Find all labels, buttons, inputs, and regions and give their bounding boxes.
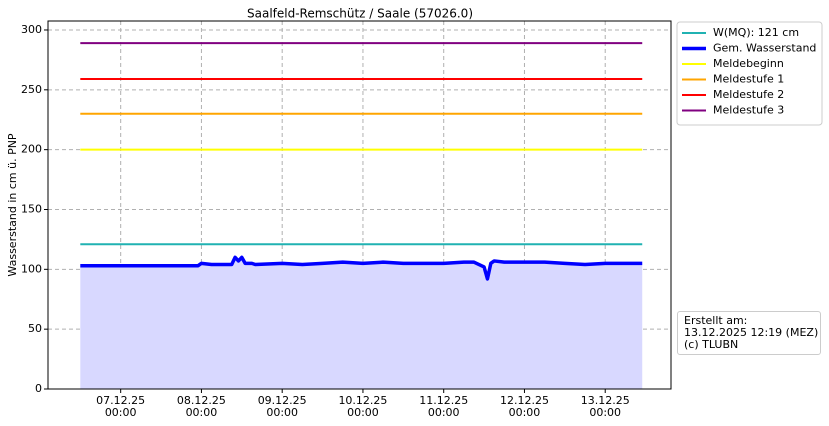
y-tick-label: 300	[21, 23, 42, 36]
y-tick-label: 250	[21, 83, 42, 96]
y-tick-label: 100	[21, 262, 42, 275]
y-tick-label: 50	[28, 322, 42, 335]
legend-label: W(MQ): 121 cm	[713, 26, 799, 39]
x-tick-label: 13.12.25 00:00	[580, 394, 630, 419]
x-tick-label: 12.12.25 00:00	[499, 394, 549, 419]
legend-label: Meldebeginn	[713, 57, 784, 70]
legend-label: Gem. Wasserstand	[713, 42, 816, 55]
y-tick-label: 150	[21, 202, 42, 215]
plot-frame	[47, 20, 672, 390]
x-tick-label: 09.12.25 00:00	[257, 394, 307, 419]
y-axis-label: Wasserstand in cm ü. PNP	[6, 133, 19, 277]
plot-data	[80, 42, 643, 389]
annotation: Erstellt am: 13.12.2025 12:19 (MEZ) (c) …	[677, 311, 821, 355]
y-tick-label: 200	[21, 143, 42, 156]
x-tick-label: 10.12.25 00:00	[338, 394, 388, 419]
x-tick-label: 08.12.25 00:00	[176, 394, 226, 419]
x-tick-label: 11.12.25 00:00	[419, 394, 469, 419]
legend-box	[676, 21, 823, 126]
legend-label: Meldestufe 1	[713, 73, 784, 86]
line	[80, 255, 643, 281]
legend-label: Meldestufe 2	[713, 88, 784, 101]
legend-label: Meldestufe 3	[713, 104, 784, 117]
area	[80, 257, 643, 389]
chart-title: Saalfeld-Remschütz / Saale (57026.0)	[247, 7, 473, 21]
x-tick-label: 07.12.25 00:00	[96, 394, 146, 419]
y-tick-label: 0	[35, 382, 42, 395]
